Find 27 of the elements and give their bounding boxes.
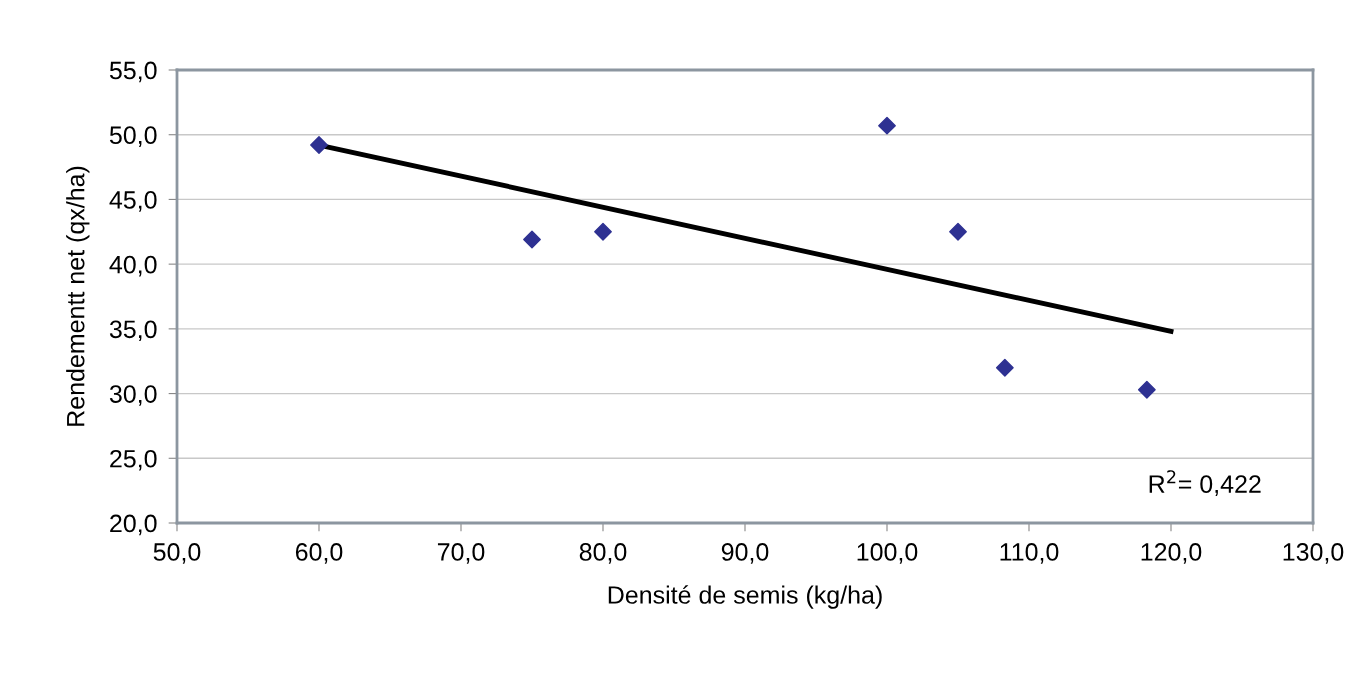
x-tick-label: 50,0 (153, 543, 201, 564)
annotation: R$^{2}$= 0,422 (1149, 470, 1261, 496)
y-tick-label: 25,0 (110, 449, 157, 471)
point (995, 358, 1014, 377)
x-tick-label: 100,0 (857, 543, 918, 564)
x-tick-label: 60,0 (295, 543, 343, 564)
y-tick-label: 50,0 (109, 126, 157, 147)
x-axis-title: Densité de semis (kg/ha) (608, 585, 882, 609)
x-tick-label: 120,0 (1141, 543, 1202, 564)
point (523, 230, 541, 249)
point (949, 222, 967, 241)
x-tick-label: 90,0 (721, 543, 769, 564)
point (594, 222, 612, 241)
y-tick-label: 30,0 (109, 385, 157, 406)
x-tick-label: 110,0 (1000, 543, 1059, 564)
y-tick-label: 55,0 (109, 61, 157, 83)
point (1137, 380, 1156, 399)
y-tick-label: 45,0 (109, 191, 157, 212)
point (878, 116, 896, 135)
point (310, 136, 328, 154)
y-tick-label: 20,0 (110, 514, 157, 536)
x-tick-label: 70,0 (437, 543, 485, 564)
y-tick-label: 40,0 (109, 255, 157, 277)
x-tick-label: 130,0 (1283, 543, 1344, 564)
y-axis-title: Rendementt net (qx/ha) (66, 166, 90, 426)
x-tick-label: 80,0 (579, 543, 627, 564)
y-tick-label: 35,0 (109, 320, 157, 342)
